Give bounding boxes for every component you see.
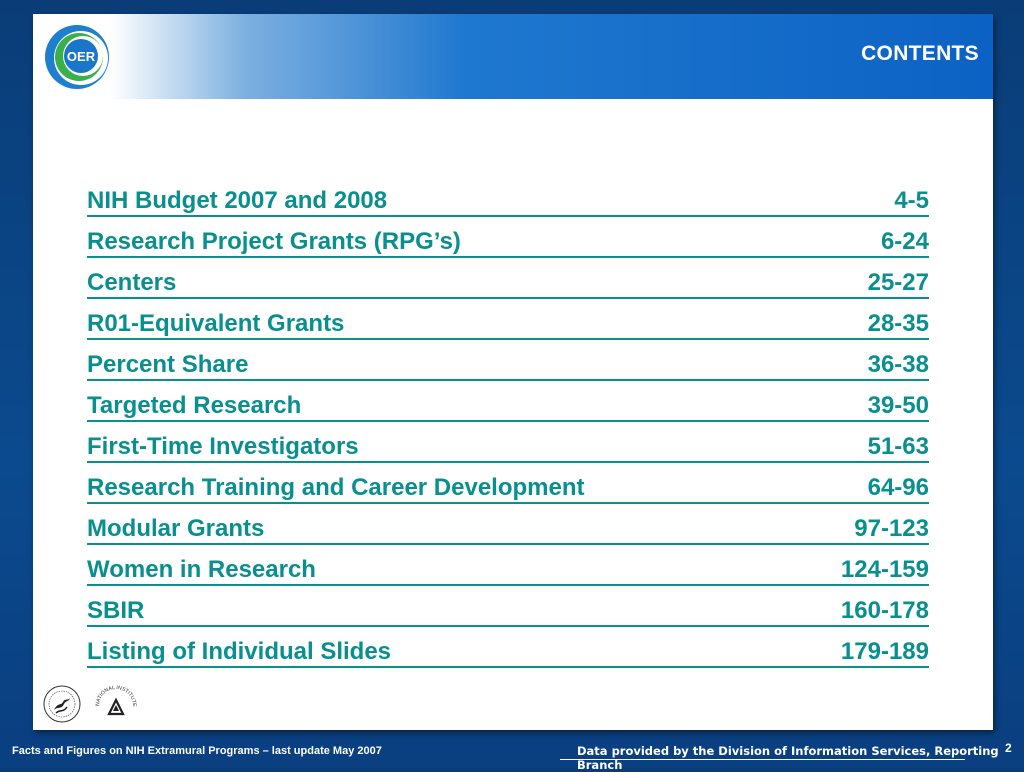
toc-row[interactable]: NIH Budget 2007 and 2008 4-5 <box>87 186 929 217</box>
toc-pages: 4-5 <box>894 187 929 214</box>
toc-row[interactable]: Percent Share 36-38 <box>87 340 929 381</box>
toc-label: R01-Equivalent Grants <box>87 310 345 337</box>
toc-row[interactable]: Centers 25-27 <box>87 258 929 299</box>
footer-caption: Facts and Figures on NIH Extramural Prog… <box>12 745 382 757</box>
toc-pages: 51-63 <box>867 433 929 460</box>
toc-pages: 97-123 <box>854 515 929 542</box>
toc-label: Centers <box>87 269 177 296</box>
toc-label: First-Time Investigators <box>87 433 359 460</box>
logo-text: OER <box>67 49 96 64</box>
toc-label: NIH Budget 2007 and 2008 <box>87 187 388 214</box>
nih-seal-text: NATIONAL INSTITUTES OF HEALTH <box>43 684 137 707</box>
toc-pages: 36-38 <box>867 351 929 378</box>
table-of-contents: NIH Budget 2007 and 2008 4-5 Research Pro… <box>87 186 929 668</box>
toc-row[interactable]: First-Time Investigators 51-63 <box>87 422 929 463</box>
toc-pages: 179-189 <box>840 638 929 665</box>
slide: OER CONTENTS NIH Budget 2007 and 2008 4-5… <box>33 14 993 730</box>
toc-label: Targeted Research <box>87 392 302 419</box>
toc-pages: 6-24 <box>880 228 929 255</box>
toc-label: SBIR <box>87 597 145 624</box>
toc-row[interactable]: Modular Grants 97-123 <box>87 504 929 545</box>
toc-row[interactable]: Women in Research 124-159 <box>87 545 929 586</box>
oer-logo-icon: OER <box>45 25 109 89</box>
toc-pages: 64-96 <box>867 474 929 501</box>
toc-label: Modular Grants <box>87 515 265 542</box>
toc-row[interactable]: Research Project Grants (RPG’s) 6-24 <box>87 217 929 258</box>
hhs-seal-icon <box>43 685 81 723</box>
toc-label: Listing of Individual Slides <box>87 638 392 665</box>
toc-label: Research Project Grants (RPG’s) <box>87 228 461 255</box>
footer-divider <box>560 759 965 760</box>
toc-pages: 160-178 <box>840 597 929 624</box>
slide-header: OER CONTENTS <box>33 14 993 99</box>
toc-row[interactable]: Targeted Research 39-50 <box>87 381 929 422</box>
toc-label: Research Training and Career Development <box>87 474 585 501</box>
toc-row[interactable]: SBIR 160-178 <box>87 586 929 627</box>
toc-pages: 39-50 <box>867 392 929 419</box>
toc-row[interactable]: Research Training and Career Development… <box>87 463 929 504</box>
nih-seal-icon: NATIONAL INSTITUTES OF HEALTH <box>43 684 137 716</box>
agency-seals: NATIONAL INSTITUTES OF HEALTH <box>43 684 137 723</box>
toc-label: Women in Research <box>87 556 316 583</box>
toc-pages: 25-27 <box>867 269 929 296</box>
toc-row[interactable]: R01-Equivalent Grants 28-35 <box>87 299 929 340</box>
toc-row[interactable]: Listing of Individual Slides 179-189 <box>87 627 929 668</box>
page-number: 2 <box>1005 741 1012 755</box>
toc-pages: 28-35 <box>867 310 929 337</box>
toc-pages: 124-159 <box>840 556 929 583</box>
svg-text:NATIONAL INSTITUTES OF HEALTH: NATIONAL INSTITUTES OF HEALTH <box>43 684 137 707</box>
page-title: CONTENTS <box>861 42 979 65</box>
toc-label: Percent Share <box>87 351 249 378</box>
